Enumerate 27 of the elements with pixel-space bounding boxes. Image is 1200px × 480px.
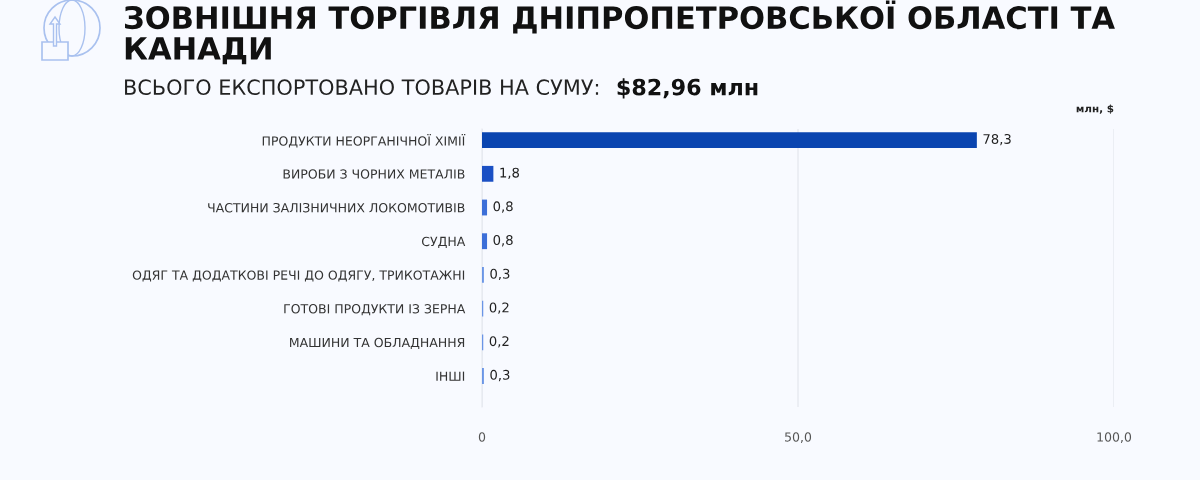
x-tick-label: 0	[478, 432, 486, 442]
y-tick-label: ГОТОВІ ПРОДУКТИ ІЗ ЗЕРНА	[284, 304, 466, 316]
bar	[482, 199, 488, 216]
y-tick-label: ІНШІ	[436, 371, 465, 381]
y-tick-label: ЧАСТИНИ ЗАЛІЗНИЧНИХ ЛОКОМОТИВІВ	[208, 202, 465, 213]
y-tick-label: ОДЯГ ТА ДОДАТКОВІ РЕЧІ ДО ОДЯГУ, ТРИКОТАЖНІ	[132, 270, 465, 282]
y-tick-label: МАШИНИ ТА ОБЛАДНАННЯ	[290, 337, 465, 350]
x-tick-label: 50,0	[785, 432, 812, 443]
y-tick-label: ПРОДУКТИ НЕОРГАНІЧНОЇ ХІМІЇ	[262, 134, 466, 148]
bar	[482, 233, 488, 250]
x-tick-label: 100,0	[1097, 432, 1132, 443]
data-label: 0,2	[489, 302, 509, 314]
y-tick-label: СУДНА	[421, 236, 466, 248]
bar	[482, 132, 977, 149]
bar	[482, 165, 494, 182]
data-label: 78,3	[983, 133, 1011, 146]
data-label: 0,3	[490, 268, 510, 281]
data-label: 0,8	[493, 235, 513, 247]
data-label: 0,3	[490, 369, 510, 382]
chart-subtitle: ВСЬОГО ЕКСПОРТОВАНО ТОВАРІВ НА СУМУ:	[125, 79, 599, 96]
y-tick-label: ВИРОБИ З ЧОРНИХ МЕТАЛІВ	[283, 169, 465, 179]
data-label: 0,8	[493, 201, 513, 213]
chart-title: ЗОВНІШНЯ ТОРГІВЛЯ ДНІПРОПЕТРОВСЬКОЇ ОБЛАСТІ ТА КАНАДИ	[125, 0, 1115, 65]
x-axis-title: млн, $	[1076, 104, 1114, 114]
data-label: 0,2	[489, 336, 509, 348]
data-label: 1,8	[500, 167, 520, 179]
text: $82,96 млн	[617, 78, 758, 99]
